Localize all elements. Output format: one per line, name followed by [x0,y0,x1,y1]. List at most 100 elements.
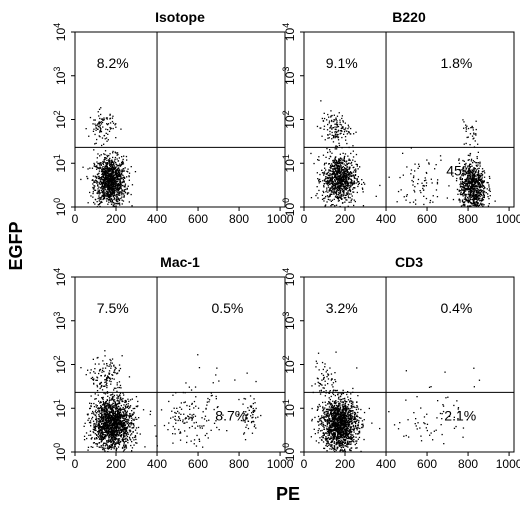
data-point [355,131,357,133]
data-point [334,158,336,160]
data-point [342,195,344,197]
data-point [100,128,102,130]
data-point [476,174,479,176]
data-point [207,437,209,439]
data-point [354,160,356,163]
data-point [330,156,332,158]
data-point [103,191,105,193]
data-point [94,429,96,431]
data-point [104,375,106,377]
data-point [355,418,357,420]
data-point [348,174,350,176]
data-point [346,179,348,181]
data-point [463,185,465,187]
data-point [337,171,340,174]
data-point [118,174,121,177]
data-point [336,188,338,190]
data-point [217,406,219,408]
data-point [207,397,209,400]
data-point [465,167,468,170]
data-point [131,422,133,424]
data-point [112,187,114,189]
data-point [483,193,485,195]
data-point [117,413,119,415]
data-point [86,437,88,440]
data-point [110,192,112,194]
data-point [477,188,479,191]
data-point [104,417,107,419]
data-point [117,405,119,407]
data-point [112,204,114,206]
data-point [345,169,347,171]
data-point [339,119,341,121]
data-point [323,179,326,181]
data-point [99,407,101,409]
data-point [105,381,107,383]
data-point [338,181,341,183]
data-point [188,416,190,418]
data-point [328,176,330,178]
data-point [108,183,110,185]
data-point [463,198,465,200]
data-point [110,200,112,202]
data-point [121,424,123,426]
data-point [99,434,102,436]
data-point [478,182,480,184]
data-point [479,203,481,205]
data-point [96,390,99,392]
data-point [470,193,472,196]
data-point [481,204,483,206]
data-point [106,117,108,119]
data-point [218,429,220,431]
data-point [473,192,475,195]
data-point [134,171,137,173]
data-point [355,153,358,156]
data-point [330,406,332,409]
data-point [112,176,114,178]
data-point [116,441,118,443]
data-point [98,135,100,137]
data-point [470,181,472,183]
data-point [110,440,112,442]
data-point [127,405,129,407]
data-point [109,163,111,166]
data-point [119,175,121,178]
data-point [479,175,482,178]
data-point [113,177,115,179]
data-point [331,127,333,129]
data-point [97,128,99,130]
data-point [474,195,476,197]
data-point [130,439,132,441]
data-point [475,133,477,135]
data-point [327,182,329,184]
data-point [113,389,115,391]
data-point [341,159,343,161]
data-point [179,419,181,422]
data-point [116,406,118,408]
data-point [117,386,119,389]
data-point [326,181,328,183]
data-point [109,445,112,447]
data-point [112,412,114,414]
data-point [113,416,115,418]
x-tick-label: 0 [301,212,308,226]
data-point [465,200,467,202]
data-point [120,423,123,425]
data-point [106,447,108,449]
data-point [99,430,101,432]
data-point [93,402,95,405]
data-point [237,413,239,416]
data-point [349,159,351,161]
data-point [89,407,91,409]
data-point [104,414,106,416]
data-point [112,399,115,401]
data-point [460,205,463,207]
data-point [468,201,470,204]
data-point [104,414,107,416]
data-point [346,187,349,190]
data-point [186,404,188,407]
data-point [325,176,327,178]
data-point [105,436,107,438]
data-point [333,188,335,190]
data-point [116,189,118,191]
